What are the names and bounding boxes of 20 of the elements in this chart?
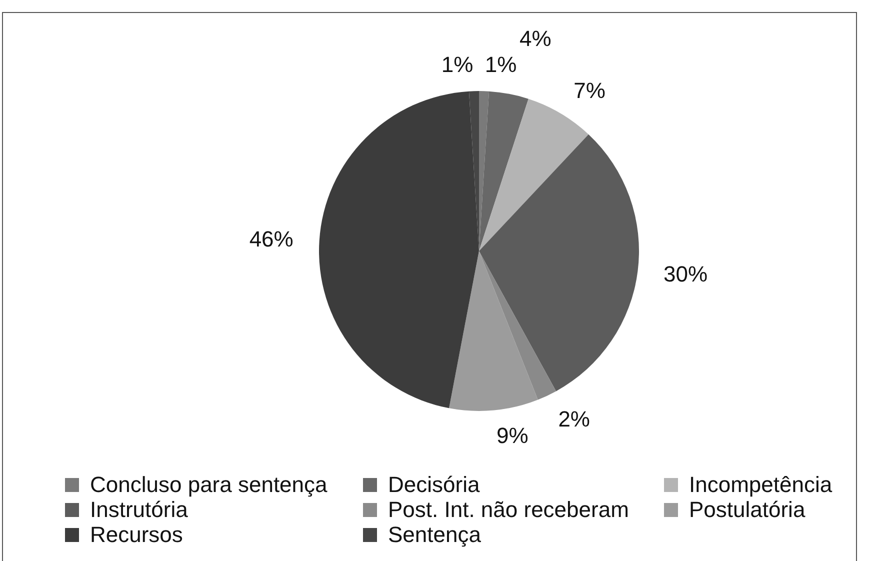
data-label: 30% xyxy=(664,261,708,286)
legend-label: Instrutória xyxy=(90,497,189,522)
data-label: 1% xyxy=(441,52,474,78)
data-label: 9% xyxy=(496,423,528,448)
pie-slice xyxy=(319,91,479,408)
pie-slice xyxy=(479,98,589,251)
legend-label: Sentença xyxy=(388,522,482,547)
data-label: 46% xyxy=(249,226,294,252)
legend-label: Postulatória xyxy=(689,497,806,522)
legend-label: Incompetência xyxy=(689,472,833,497)
pie-slice xyxy=(449,251,538,411)
data-label: 2% xyxy=(558,406,590,432)
data-label: 1% xyxy=(484,52,517,78)
legend-label: Post. Int. não receberam xyxy=(388,497,629,522)
legend-label: Decisória xyxy=(388,472,480,497)
data-label: 7% xyxy=(574,78,606,103)
legend-label: Recursos xyxy=(90,522,183,547)
legend-label: Concluso para sentença xyxy=(90,472,328,497)
data-label: 4% xyxy=(519,26,552,51)
pie-slice xyxy=(479,251,556,400)
